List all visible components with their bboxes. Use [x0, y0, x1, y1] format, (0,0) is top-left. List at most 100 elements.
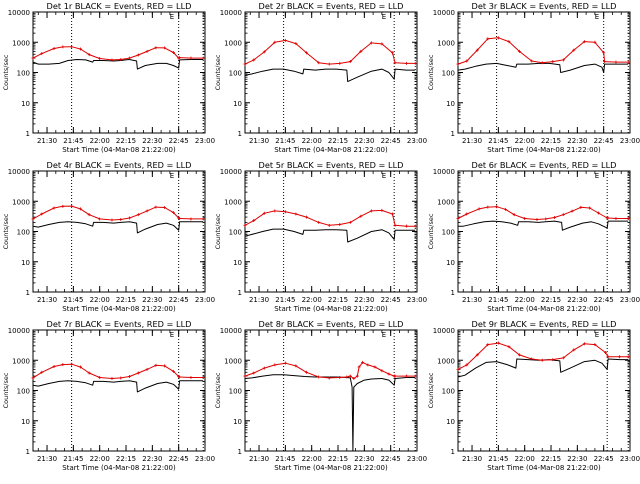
- lld-point: [596, 211, 600, 215]
- lld-point: [52, 47, 56, 51]
- lld-point: [413, 61, 417, 65]
- lld-point: [413, 374, 417, 378]
- lld-point: [70, 45, 74, 49]
- y-axis-label: Counts/sec: [2, 54, 10, 90]
- lld-point: [606, 355, 610, 359]
- lld-point: [507, 40, 511, 44]
- lld-point: [486, 37, 490, 41]
- x-tick-label: 22:00: [515, 455, 535, 463]
- x-tick-label: 22:45: [594, 296, 614, 304]
- lld-point: [252, 219, 256, 223]
- lld-point: [338, 375, 342, 379]
- corner-label: E: [170, 331, 174, 339]
- lld-point: [294, 212, 298, 216]
- chart-panel-9: Det 9r BLACK = Events, RED = LLD E 1 10 100 1…: [427, 319, 640, 472]
- lld-point: [606, 216, 610, 220]
- lld-point: [98, 57, 102, 61]
- corner-label: E: [595, 172, 599, 180]
- lld-point: [348, 220, 352, 224]
- lld-point: [390, 51, 394, 55]
- x-tick-label: 23:00: [407, 455, 427, 463]
- lld-point: [614, 60, 618, 64]
- x-tick-label: 23:00: [195, 455, 215, 463]
- lld-point: [486, 343, 490, 347]
- y-tick-label: 100: [442, 388, 455, 396]
- x-tick-label: 21:45: [488, 137, 508, 145]
- y-tick-label: 1: [238, 289, 242, 297]
- lld-point: [582, 342, 586, 346]
- x-tick-label: 22:45: [169, 137, 189, 145]
- lld-point: [551, 60, 555, 64]
- x-axis-label: Start Time (04-Mar-08 21:22:00): [274, 305, 388, 313]
- y-tick-label: 1: [26, 130, 30, 138]
- lld-point: [579, 205, 583, 209]
- y-axis-label: Counts/sec: [214, 213, 222, 249]
- lld-point: [380, 208, 384, 212]
- lld-point: [570, 209, 574, 213]
- lld-point: [87, 213, 91, 217]
- lld-point: [31, 217, 35, 221]
- lld-point: [614, 216, 618, 220]
- lld-point: [201, 375, 205, 379]
- lld-point: [561, 213, 565, 217]
- x-tick-label: 21:45: [488, 296, 508, 304]
- lld-point: [582, 40, 586, 44]
- lld-point: [404, 374, 408, 378]
- lld-point: [486, 205, 490, 209]
- y-tick-label: 1000: [437, 39, 455, 47]
- lld-point: [456, 367, 460, 371]
- lld-point: [352, 376, 356, 380]
- lld-point: [52, 206, 56, 210]
- y-tick-label: 10: [21, 418, 30, 426]
- x-tick-label: 21:45: [275, 455, 295, 463]
- lld-point: [110, 218, 114, 222]
- y-tick-label: 1: [26, 448, 30, 456]
- lld-series-line: [244, 209, 416, 227]
- lld-point: [40, 212, 44, 216]
- lld-point: [603, 351, 607, 355]
- lld-point: [477, 207, 481, 211]
- lld-point: [317, 61, 321, 65]
- corner-label: E: [382, 13, 386, 21]
- lld-point: [40, 52, 44, 56]
- y-axis-label: Counts/sec: [214, 54, 222, 90]
- plot-frame: [244, 11, 418, 134]
- x-tick-label: 21:30: [462, 455, 482, 463]
- chart-panel-1: Det 1r BLACK = Events, RED = LLD E 1 10 100 1…: [2, 1, 215, 154]
- chart-title: Det 5r BLACK = Events, RED = LLD: [259, 160, 404, 170]
- y-axis-label: Counts/sec: [2, 213, 10, 249]
- x-tick-label: 22:00: [302, 296, 322, 304]
- lld-point: [475, 48, 479, 52]
- lld-point: [355, 374, 359, 378]
- lld-point: [304, 51, 308, 55]
- x-tick-label: 22:15: [541, 296, 561, 304]
- lld-series-line: [244, 361, 416, 379]
- x-tick-label: 22:15: [116, 137, 136, 145]
- lld-point: [523, 216, 527, 220]
- lld-point: [517, 353, 521, 357]
- lld-point: [243, 374, 247, 378]
- plot-frame: [32, 11, 206, 134]
- lld-point: [338, 61, 342, 65]
- lld-point: [262, 211, 266, 215]
- lld-point: [495, 205, 499, 209]
- lld-point: [357, 365, 361, 369]
- chart-title: Det 2r BLACK = Events, RED = LLD: [259, 1, 404, 11]
- y-tick-label: 1000: [224, 198, 242, 206]
- lld-point: [551, 358, 555, 362]
- lld-point: [617, 355, 621, 359]
- y-tick-label: 10000: [433, 327, 455, 335]
- chart-title: Det 6r BLACK = Events, RED = LLD: [472, 160, 617, 170]
- chart-panel-2: Det 2r BLACK = Events, RED = LLD E 1 10 100 1…: [214, 1, 427, 154]
- y-tick-label: 1: [451, 448, 455, 456]
- y-tick-label: 100: [229, 229, 242, 237]
- lld-point: [507, 345, 511, 349]
- lld-point: [393, 61, 397, 65]
- lld-point: [602, 51, 606, 55]
- lld-point: [530, 357, 534, 361]
- x-tick-label: 22:15: [328, 296, 348, 304]
- x-tick-label: 22:15: [328, 455, 348, 463]
- lld-point: [626, 60, 630, 64]
- x-axis-label: Start Time (04-Mar-08 21:22:00): [62, 464, 176, 472]
- lld-point: [359, 214, 363, 218]
